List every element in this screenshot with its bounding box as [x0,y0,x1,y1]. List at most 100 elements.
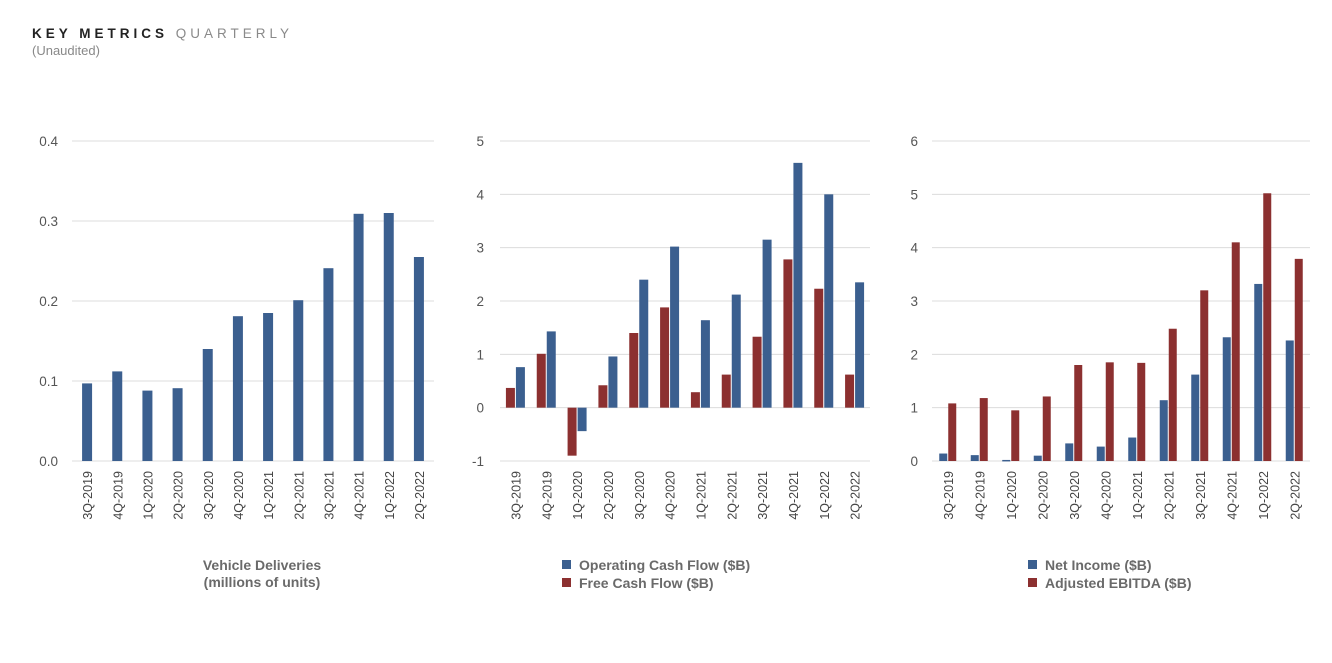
x-tick-label: 4Q-2021 [787,471,801,520]
x-tick-label: 1Q-2020 [141,471,155,520]
legend-label: Free Cash Flow ($B) [579,575,714,591]
bar-adjusted-ebitda-b-2q-2020 [1042,396,1051,461]
x-tick-label: 1Q-2022 [1257,471,1271,520]
bar-operating-cash-flow-b-2q-2020 [608,356,618,408]
x-tick-label: 2Q-2020 [1036,471,1050,520]
chart-caption: (millions of units) [204,574,321,590]
bar-free-cash-flow-b-4q-2020 [660,307,670,408]
bar-net-income-b-1q-2022 [1254,283,1263,461]
bar-adjusted-ebitda-b-3q-2019 [948,403,957,461]
y-tick-label: 0.2 [39,294,58,309]
bar-net-income-b-4q-2019 [970,455,979,461]
x-tick-label: 3Q-2019 [509,471,523,520]
bar-net-income-b-4q-2021 [1222,337,1231,461]
chart-caption: Vehicle Deliveries [203,557,322,573]
x-tick-label: 1Q-2022 [383,471,397,520]
x-tick-label: 4Q-2020 [232,471,246,520]
bar-operating-cash-flow-b-1q-2020 [577,407,587,432]
bar-adjusted-ebitda-b-4q-2020 [1105,362,1114,461]
legend-label: Operating Cash Flow ($B) [579,557,750,573]
bar-free-cash-flow-b-4q-2019 [536,353,546,408]
bar-free-cash-flow-b-3q-2020 [629,333,639,408]
legend-swatch [1028,578,1037,587]
bar-operating-cash-flow-b-2q-2021 [731,294,741,408]
y-tick-label: 1 [910,401,918,416]
page-subtitle: (Unaudited) [32,43,100,58]
chart-1: 0.0 0.1 0.2 0.3 0.4 3Q-2019 4Q-2019 1Q-2020 2Q-2… [39,134,434,590]
bar-adjusted-ebitda-b-3q-2020 [1074,365,1083,461]
bar-net-income-b-2q-2022 [1285,340,1294,461]
bar-operating-cash-flow-b-4q-2020 [670,246,680,408]
y-tick-label: 0.4 [39,134,58,149]
x-tick-label: 2Q-2021 [1162,471,1176,520]
x-tick-label: 2Q-2020 [602,471,616,520]
y-tick-label: 5 [476,134,484,149]
x-tick-label: 4Q-2020 [664,471,678,520]
bar-vehicle-deliveries-2q-2021 [293,300,304,461]
bar-free-cash-flow-b-2q-2022 [845,374,855,408]
y-tick-label: 0.1 [39,374,58,389]
y-tick-label: 3 [910,294,918,309]
bar-free-cash-flow-b-1q-2020 [567,407,577,456]
y-tick-label: 0 [476,401,484,416]
bar-operating-cash-flow-b-3q-2019 [515,367,525,408]
y-tick-label: 6 [910,134,918,149]
bar-vehicle-deliveries-1q-2020 [142,390,153,461]
page-title: KEY METRICS QUARTERLY [32,26,293,41]
y-tick-label: 3 [476,241,484,256]
x-tick-label: 2Q-2020 [172,471,186,520]
bar-net-income-b-3q-2020 [1065,443,1074,461]
title-bold: KEY METRICS [32,26,169,41]
bar-vehicle-deliveries-3q-2019 [82,383,93,461]
x-tick-label: 4Q-2020 [1099,471,1113,520]
chart-3: 0 1 2 3 4 5 6 3Q-2019 4Q-2019 1Q-2020 2Q-2020 3Q-20… [910,134,1310,591]
bar-net-income-b-2q-2020 [1033,455,1042,461]
bar-operating-cash-flow-b-2q-2022 [855,282,865,408]
x-tick-label: 1Q-2022 [818,471,832,520]
bar-free-cash-flow-b-4q-2021 [783,259,793,408]
legend-label: Adjusted EBITDA ($B) [1045,575,1191,591]
bar-adjusted-ebitda-b-1q-2021 [1137,362,1146,461]
bar-operating-cash-flow-b-1q-2021 [700,320,710,408]
x-tick-label: 3Q-2020 [1068,471,1082,520]
bar-adjusted-ebitda-b-1q-2022 [1263,193,1272,461]
bar-vehicle-deliveries-4q-2021 [353,213,364,461]
bar-free-cash-flow-b-3q-2019 [505,387,515,408]
bar-operating-cash-flow-b-4q-2021 [793,162,803,408]
x-tick-label: 4Q-2021 [1225,471,1239,520]
x-tick-label: 2Q-2022 [849,471,863,520]
legend-swatch [562,578,571,587]
y-tick-label: 0 [910,454,918,469]
bar-operating-cash-flow-b-3q-2021 [762,239,772,408]
title-light: QUARTERLY [175,26,294,41]
x-tick-label: 4Q-2019 [540,471,554,520]
x-tick-label: 3Q-2021 [1194,471,1208,520]
y-tick-label: 4 [910,241,918,256]
bar-adjusted-ebitda-b-1q-2020 [1011,410,1020,461]
x-tick-label: 1Q-2021 [262,471,276,520]
bar-free-cash-flow-b-1q-2021 [690,392,700,408]
y-tick-label: -1 [472,454,484,469]
y-tick-label: 2 [476,294,484,309]
y-tick-label: 0.3 [39,214,58,229]
x-tick-label: 3Q-2021 [756,471,770,520]
bar-net-income-b-3q-2019 [939,453,948,461]
y-tick-label: 2 [910,347,918,362]
bar-operating-cash-flow-b-4q-2019 [546,331,556,408]
x-tick-label: 1Q-2020 [1005,471,1019,520]
x-tick-label: 3Q-2020 [633,471,647,520]
legend-swatch [1028,560,1037,569]
x-tick-label: 2Q-2022 [1288,471,1302,520]
chart-2: -1 0 1 2 3 4 5 3Q-2019 4Q-2019 1Q-2020 2Q-2020 3Q-2… [472,134,870,591]
bar-vehicle-deliveries-3q-2021 [323,268,334,461]
x-tick-label: 3Q-2020 [202,471,216,520]
x-tick-label: 3Q-2019 [942,471,956,520]
bar-vehicle-deliveries-1q-2021 [263,313,274,461]
bar-net-income-b-4q-2020 [1096,446,1105,461]
page-header: KEY METRICS QUARTERLY (Unaudited) [32,26,293,58]
x-tick-label: 2Q-2021 [292,471,306,520]
x-tick-label: 1Q-2020 [571,471,585,520]
bar-net-income-b-1q-2021 [1128,437,1137,461]
bar-vehicle-deliveries-2q-2020 [172,388,183,461]
